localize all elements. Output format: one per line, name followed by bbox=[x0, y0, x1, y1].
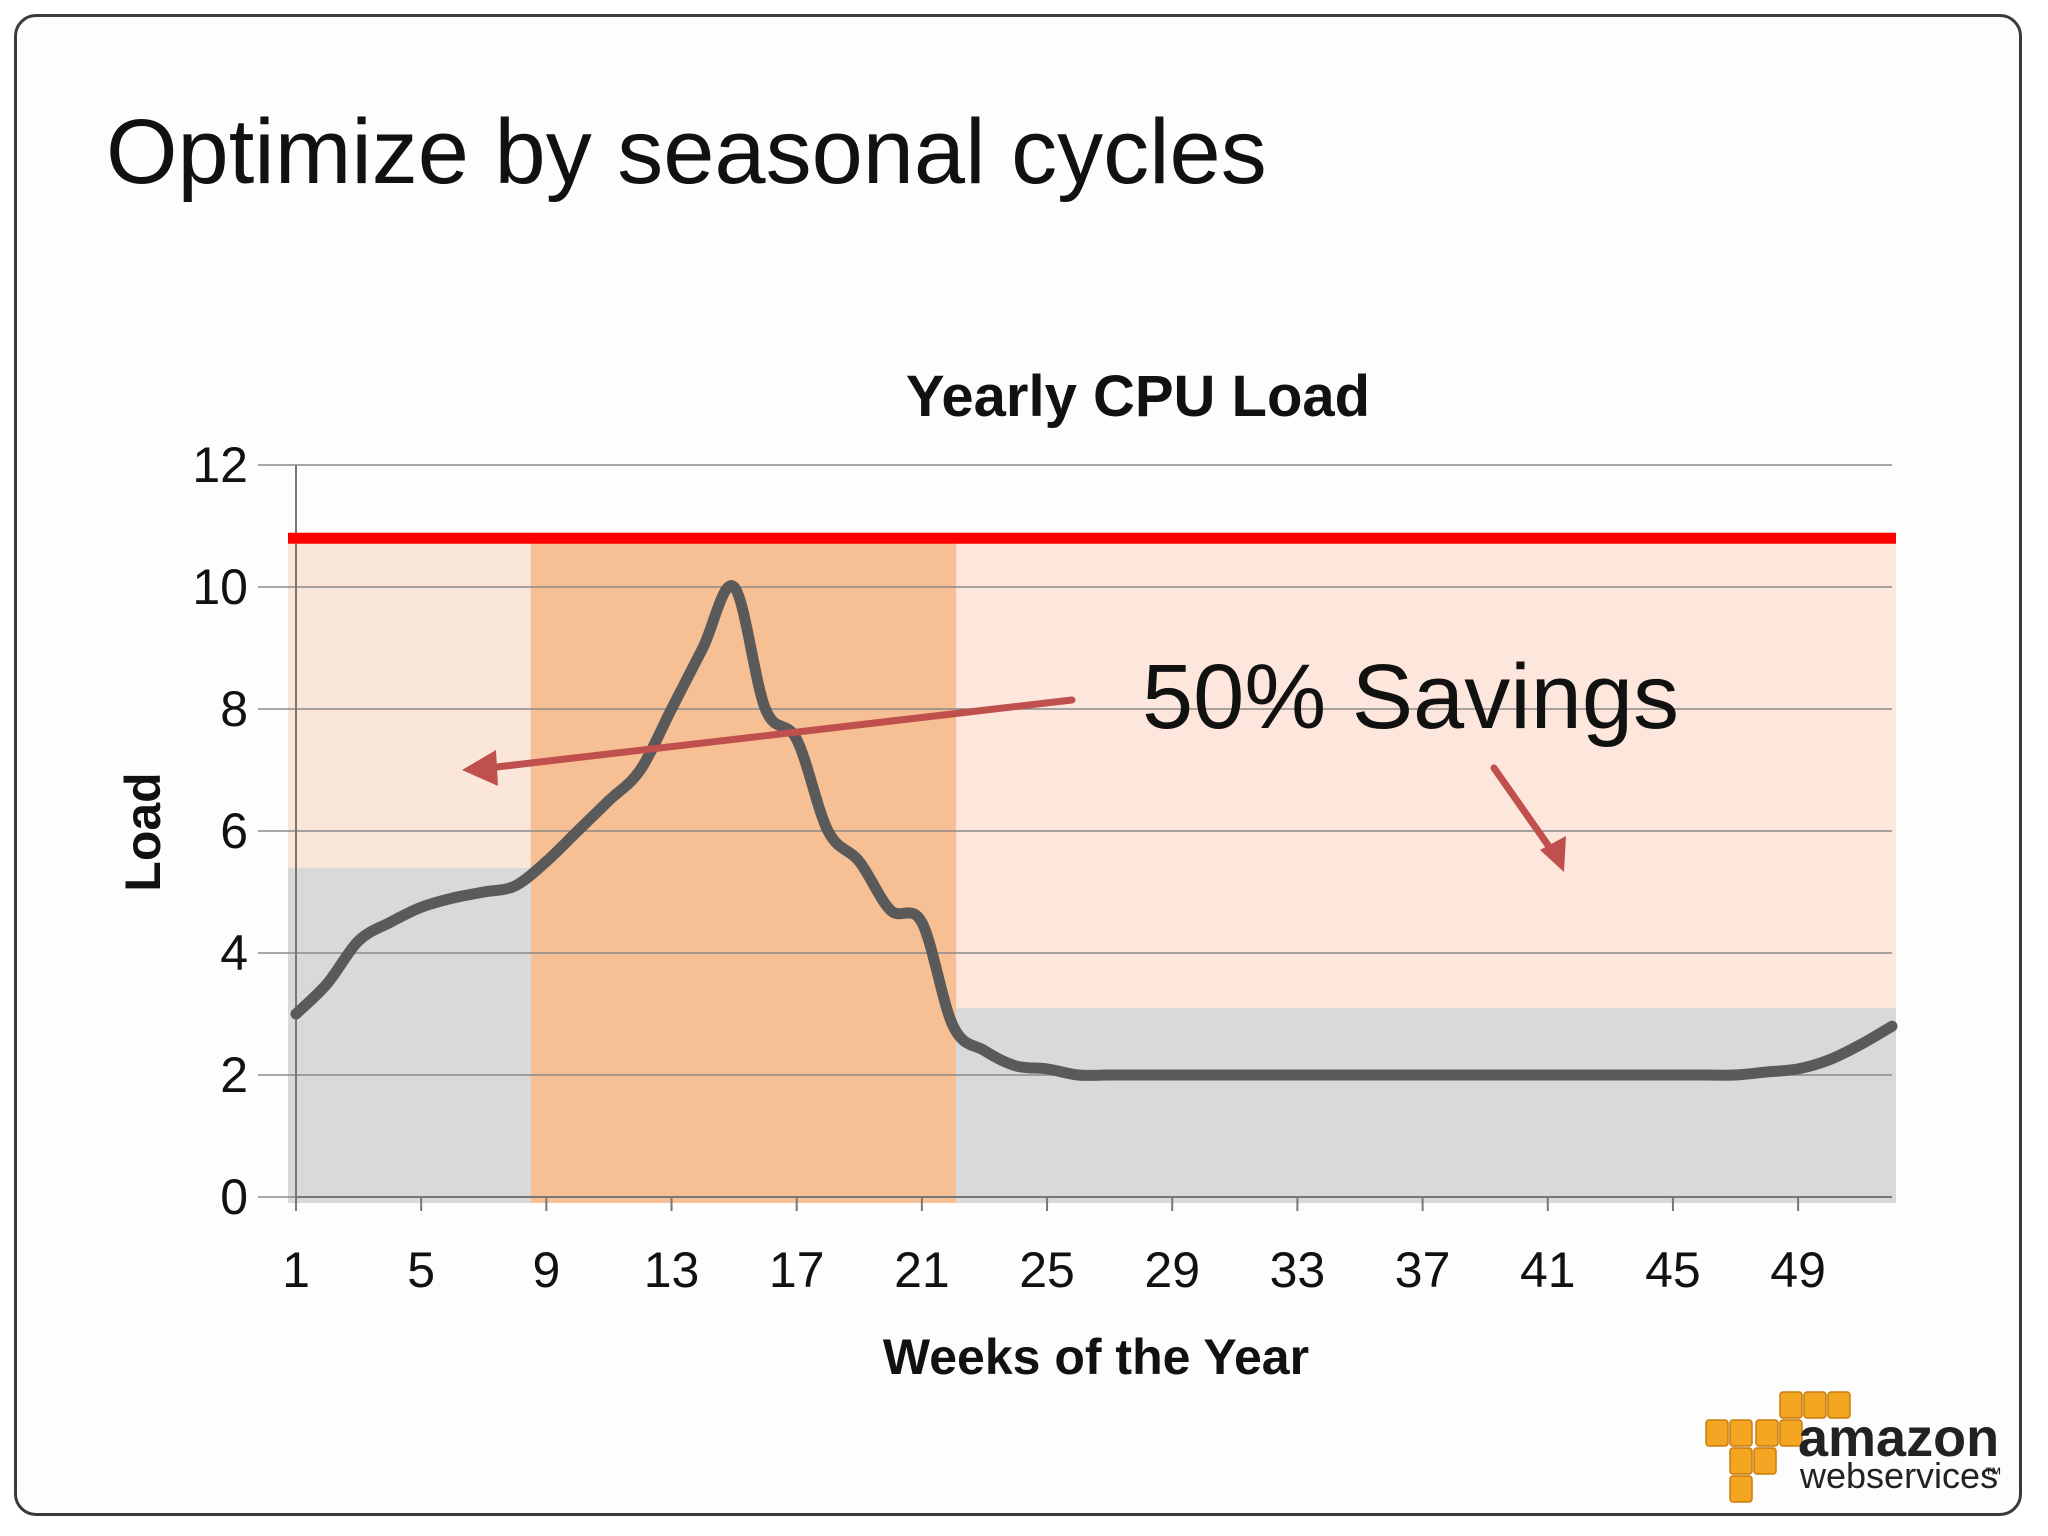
y-tick-label: 2 bbox=[220, 1047, 248, 1103]
arrow-down-head bbox=[1540, 836, 1566, 872]
logo-cube bbox=[1779, 1419, 1803, 1447]
capacity-regions bbox=[288, 538, 1896, 1203]
x-tick-label: 29 bbox=[1144, 1242, 1200, 1298]
aws-logo: amazon webservices ™ bbox=[1705, 1391, 2002, 1503]
x-tick-label: 21 bbox=[894, 1242, 950, 1298]
logo-cube bbox=[1705, 1419, 1729, 1447]
logo-cube bbox=[1729, 1475, 1753, 1503]
arrow-down-shaft bbox=[1490, 764, 1554, 852]
y-tick-label: 4 bbox=[220, 925, 248, 981]
tick-labels: 0 2 4 6 8 10 12 1 5 9 13 17 21 25 29 33 37 41 45 49 bbox=[192, 437, 1826, 1298]
y-tick-label: 12 bbox=[192, 437, 248, 493]
region-excess-3 bbox=[956, 538, 1896, 1008]
x-tick-label: 17 bbox=[769, 1242, 825, 1298]
logo-cube bbox=[1753, 1447, 1777, 1475]
x-tick-label: 33 bbox=[1270, 1242, 1326, 1298]
cpu-load-line bbox=[290, 580, 1898, 1081]
series-layer bbox=[288, 532, 1898, 1081]
x-tick-label: 1 bbox=[282, 1242, 310, 1298]
logo-cube bbox=[1803, 1391, 1827, 1419]
logo-word: amazon bbox=[1798, 1408, 1999, 1468]
logo-subword: webservices bbox=[1799, 1455, 1998, 1496]
logo-cube bbox=[1729, 1419, 1753, 1447]
logo-trademark: ™ bbox=[1984, 1464, 2002, 1484]
logo-cube bbox=[1827, 1391, 1851, 1419]
arrow-left-head bbox=[462, 750, 498, 786]
x-tick-label: 49 bbox=[1770, 1242, 1826, 1298]
x-tick-label: 45 bbox=[1645, 1242, 1701, 1298]
logo-cube bbox=[1755, 1419, 1779, 1447]
x-tick-label: 37 bbox=[1395, 1242, 1451, 1298]
x-tick-label: 9 bbox=[532, 1242, 560, 1298]
x-axis-label: Weeks of the Year bbox=[883, 1329, 1309, 1385]
arrow-left-shaft bbox=[484, 696, 1076, 772]
chart-title: Yearly CPU Load bbox=[906, 364, 1370, 429]
region-excess-1 bbox=[288, 538, 531, 868]
region-provisioned-1 bbox=[288, 867, 531, 1203]
logo-cube bbox=[1729, 1447, 1753, 1475]
x-tick-label: 5 bbox=[407, 1242, 435, 1298]
x-tick-label: 25 bbox=[1019, 1242, 1075, 1298]
y-tick-label: 8 bbox=[220, 681, 248, 737]
region-provisioned-3 bbox=[956, 1007, 1896, 1203]
x-tick-label: 41 bbox=[1520, 1242, 1576, 1298]
aws-cubes-icon bbox=[1705, 1391, 1851, 1503]
region-provisioned-2 bbox=[530, 538, 957, 1203]
y-tick-label: 6 bbox=[220, 803, 248, 859]
logo-cube bbox=[1779, 1391, 1803, 1419]
slide-title: Optimize by seasonal cycles bbox=[106, 101, 1267, 203]
savings-annotation: 50% Savings bbox=[1142, 646, 1679, 748]
axes bbox=[295, 465, 1892, 1198]
y-tick-label: 10 bbox=[192, 559, 248, 615]
annotation-arrows bbox=[462, 696, 1566, 872]
x-tick-label: 13 bbox=[644, 1242, 700, 1298]
y-axis-label: Load bbox=[115, 772, 171, 891]
y-tick-label: 0 bbox=[220, 1169, 248, 1225]
